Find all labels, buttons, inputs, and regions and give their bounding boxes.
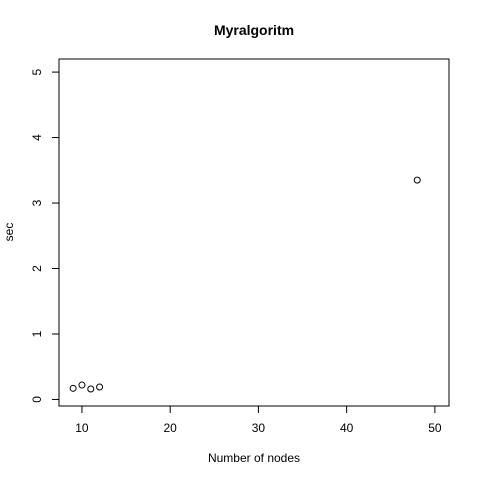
y-axis: 0 1 2 3 4 5 bbox=[30, 68, 59, 403]
data-points bbox=[69, 176, 421, 393]
x-axis-label: Number of nodes bbox=[208, 451, 300, 465]
y-tick-label: 3 bbox=[30, 199, 44, 206]
y-tick-label: 4 bbox=[30, 134, 44, 141]
x-tick-label: 30 bbox=[252, 421, 266, 435]
data-point bbox=[96, 383, 104, 391]
data-point bbox=[78, 381, 86, 389]
y-tick-label: 1 bbox=[30, 330, 44, 337]
x-tick-label: 10 bbox=[75, 421, 89, 435]
x-tick-label: 20 bbox=[163, 421, 177, 435]
y-tick-label: 2 bbox=[30, 265, 44, 272]
x-axis: 10 20 30 40 50 bbox=[75, 406, 442, 435]
data-point bbox=[69, 384, 77, 392]
plot-frame bbox=[58, 58, 450, 407]
data-point bbox=[413, 176, 421, 184]
x-tick-label: 40 bbox=[340, 421, 354, 435]
y-tick-label: 5 bbox=[30, 68, 44, 75]
chart-title: Myralgoritm bbox=[214, 22, 294, 38]
x-tick-label: 50 bbox=[428, 421, 442, 435]
y-axis-label: sec bbox=[2, 223, 16, 242]
y-tick-label: 0 bbox=[30, 396, 44, 403]
data-point bbox=[87, 385, 95, 393]
